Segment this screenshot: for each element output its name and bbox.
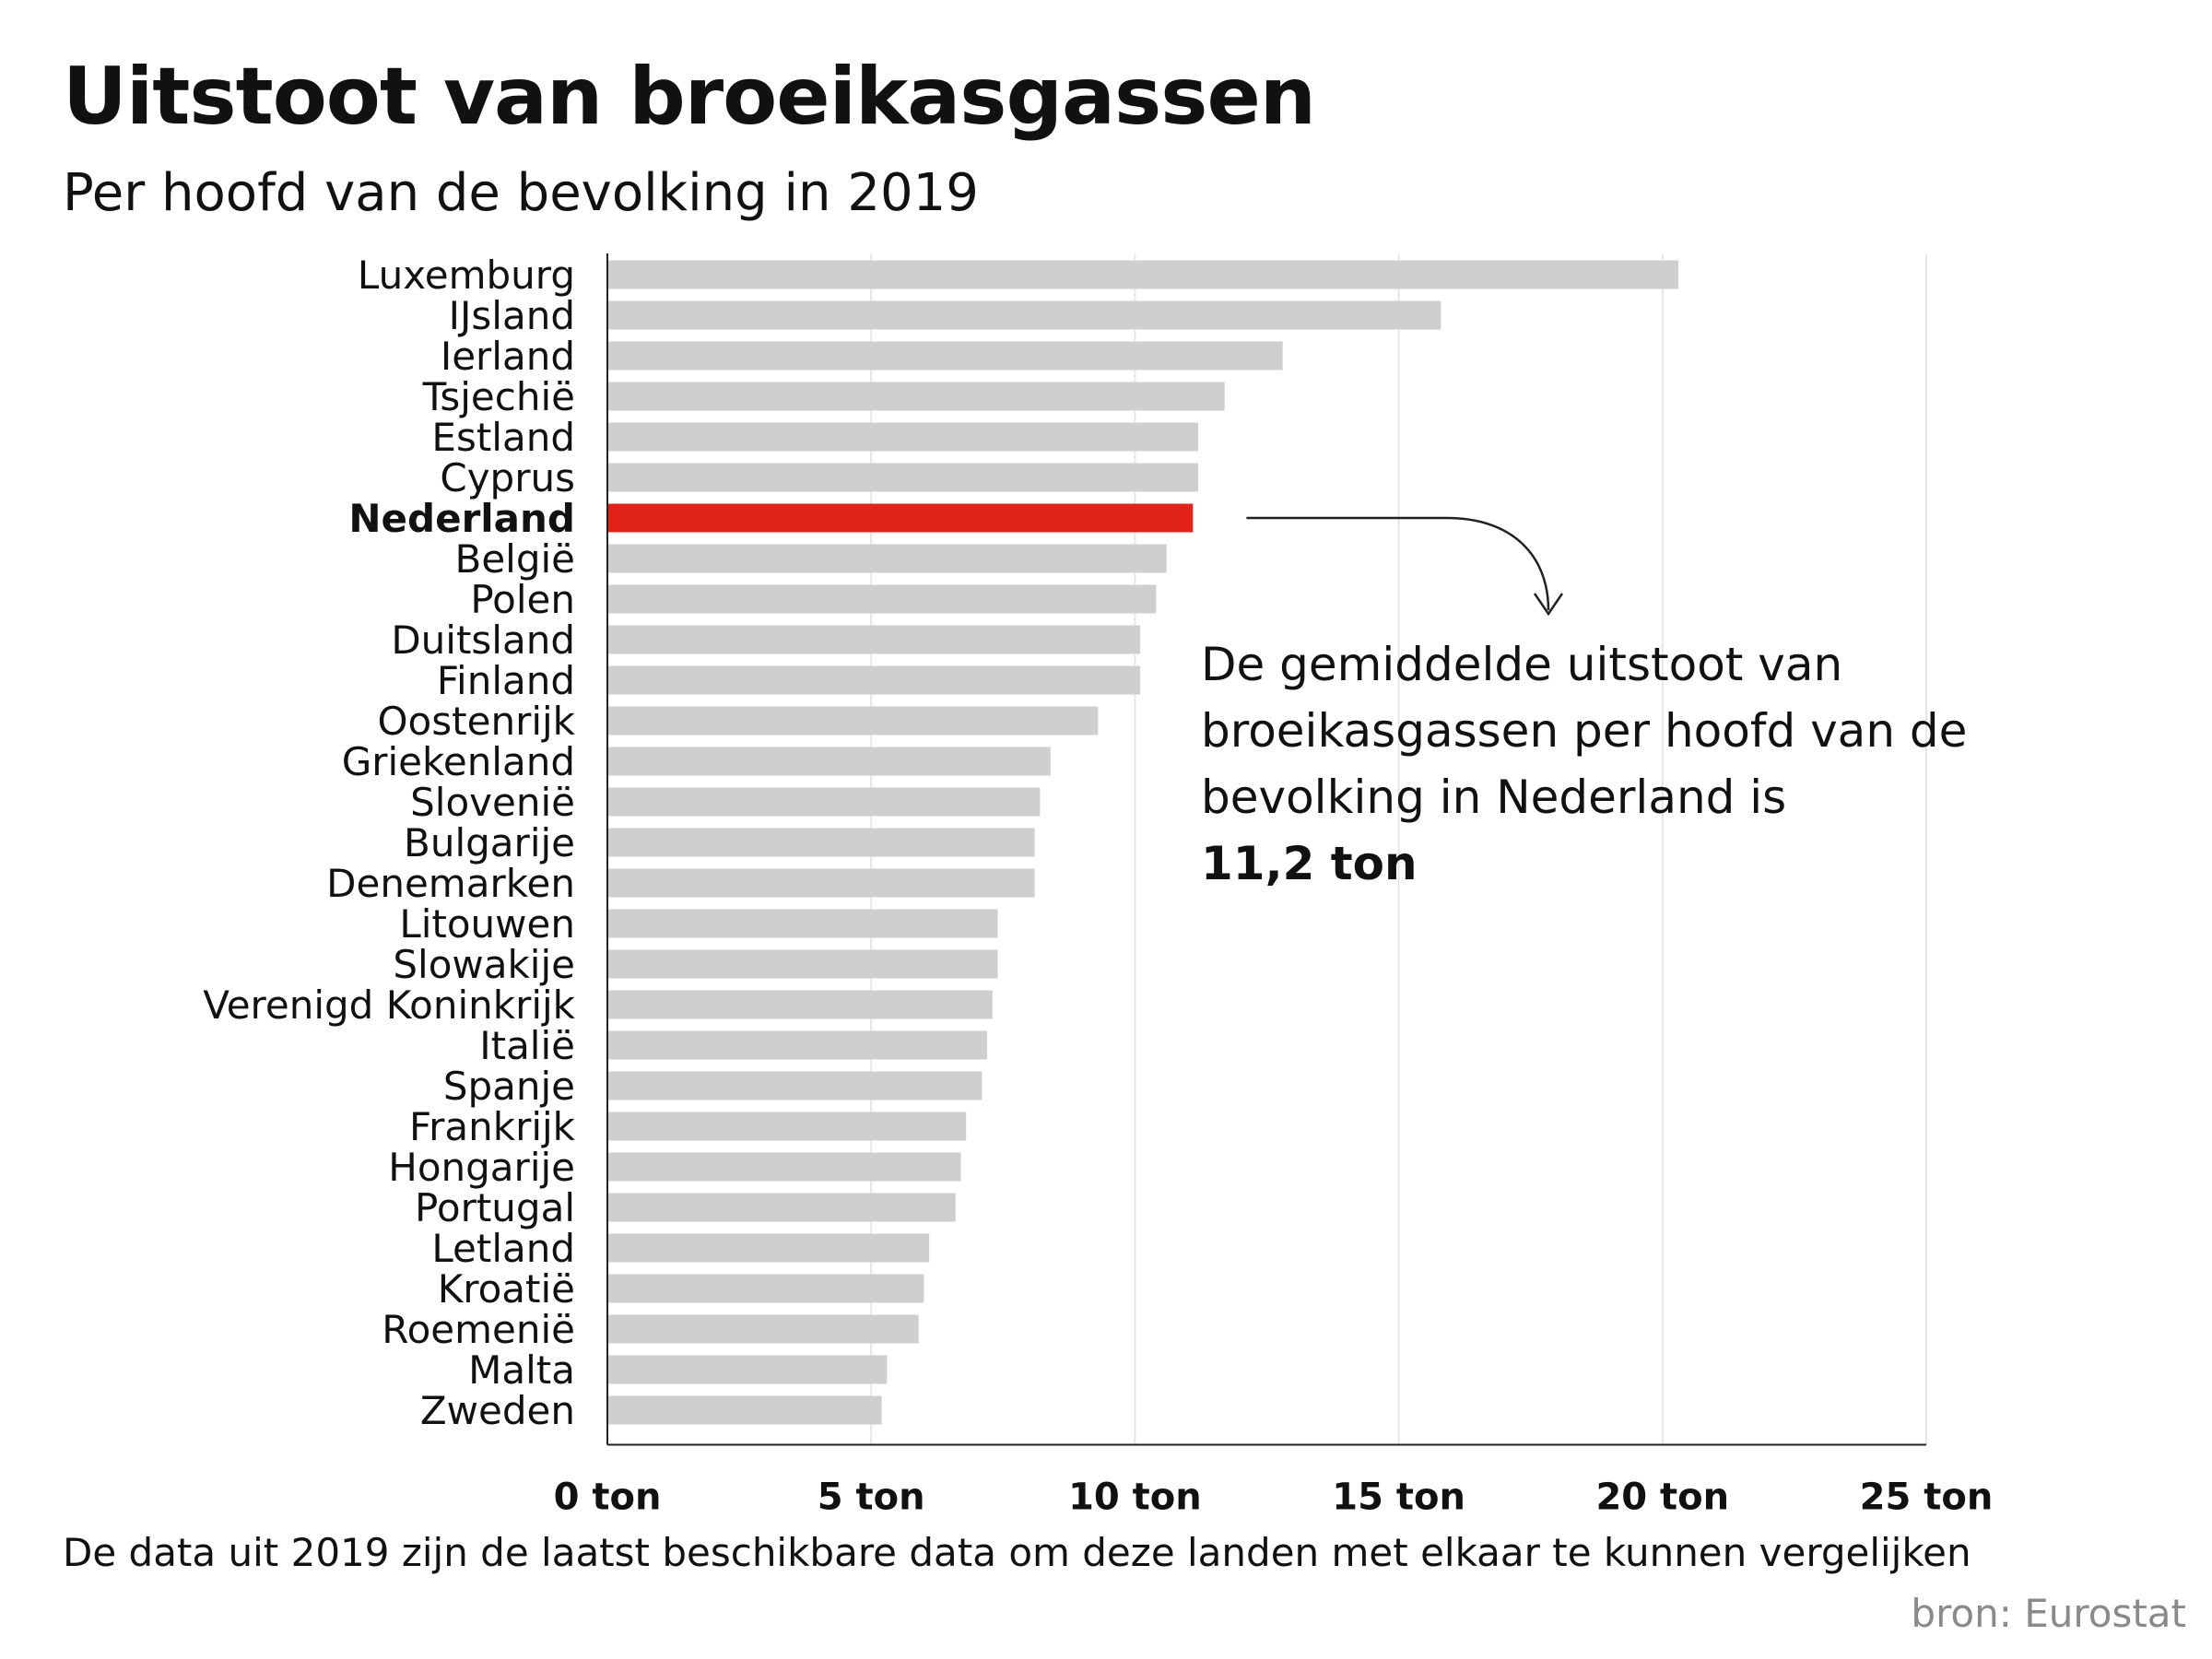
bar-21: [607, 1112, 967, 1141]
category-label-9: Duitsland: [391, 618, 575, 663]
bar-1: [607, 300, 1441, 330]
bar-15: [607, 868, 1035, 898]
category-label-3: Tsjechië: [422, 374, 575, 419]
bar-13: [607, 787, 1041, 817]
bar-10: [607, 665, 1141, 695]
category-label-28: Zweden: [420, 1388, 575, 1433]
category-label-13: Slovenië: [410, 780, 575, 825]
category-label-21: Frankrijk: [409, 1104, 576, 1149]
category-label-22: Hongarije: [388, 1145, 575, 1190]
bar-25: [607, 1274, 924, 1303]
category-label-16: Litouwen: [399, 901, 575, 947]
category-label-14: Bulgarije: [404, 820, 575, 865]
category-label-4: Estland: [431, 415, 575, 460]
bar-8: [607, 584, 1157, 614]
category-label-18: Verenigd Koninkrijk: [203, 982, 575, 1028]
footnote: De data uit 2019 zijn de laatst beschikb…: [63, 1530, 1971, 1575]
bar-27: [607, 1355, 888, 1384]
bar-5: [607, 463, 1199, 492]
category-label-19: Italië: [479, 1023, 575, 1068]
bar-11: [607, 706, 1099, 735]
x-tick-label-5: 5 ton: [818, 1477, 925, 1519]
category-label-12: Griekenland: [342, 739, 575, 784]
category-label-1: IJsland: [449, 293, 575, 338]
nederland-annotation: De gemiddelde uitstoot van broeikasgasse…: [1201, 631, 1994, 897]
bar-6: [607, 503, 1194, 533]
bar-12: [607, 747, 1051, 776]
category-label-5: Cyprus: [440, 455, 575, 500]
bar-26: [607, 1314, 919, 1344]
category-label-15: Denemarken: [326, 861, 575, 906]
annotation-text: De gemiddelde uitstoot van broeikasgasse…: [1201, 638, 1968, 824]
category-label-10: Finland: [437, 658, 575, 703]
bar-20: [607, 1071, 982, 1100]
x-tick-label-15: 15 ton: [1332, 1477, 1465, 1519]
category-label-2: Ierland: [441, 334, 575, 379]
bar-9: [607, 625, 1141, 654]
category-label-27: Malta: [468, 1347, 575, 1393]
bar-19: [607, 1030, 988, 1060]
bar-23: [607, 1193, 956, 1222]
annotation-arrow-head: [1533, 593, 1564, 617]
bar-24: [607, 1233, 930, 1263]
bar-2: [607, 341, 1283, 371]
category-label-8: Polen: [470, 577, 575, 622]
category-label-11: Oostenrijk: [378, 699, 576, 744]
category-label-20: Spanje: [443, 1064, 575, 1109]
category-label-23: Portugal: [415, 1185, 575, 1230]
chart-title: Uitstoot van broeikasgassen: [63, 51, 1316, 143]
annotation-value: 11,2 ton: [1201, 837, 1418, 890]
category-label-6: Nederland: [348, 496, 575, 541]
bar-14: [607, 828, 1035, 857]
category-label-25: Kroatië: [438, 1266, 575, 1312]
bar-16: [607, 909, 998, 938]
bar-4: [607, 422, 1199, 452]
category-label-26: Roemenië: [382, 1307, 575, 1352]
x-tick-label-20: 20 ton: [1595, 1477, 1729, 1519]
bar-28: [607, 1395, 882, 1425]
bar-22: [607, 1152, 961, 1182]
category-label-17: Slowakije: [393, 942, 575, 987]
annotation-arrow-line: [1246, 516, 1550, 611]
bar-17: [607, 949, 998, 979]
category-label-7: België: [455, 536, 576, 582]
bar-3: [607, 382, 1225, 411]
bar-7: [607, 544, 1167, 573]
bar-0: [607, 260, 1678, 289]
x-tick-label-10: 10 ton: [1068, 1477, 1202, 1519]
x-tick-label-0: 0 ton: [554, 1477, 662, 1519]
bar-18: [607, 990, 993, 1019]
source-credit: bron: Eurostat: [1911, 1591, 2186, 1636]
chart-subtitle: Per hoofd van de bevolking in 2019: [63, 163, 979, 223]
category-label-0: Luxemburg: [358, 253, 575, 298]
x-tick-label-25: 25 ton: [1860, 1477, 1994, 1519]
category-label-24: Letland: [431, 1226, 575, 1271]
